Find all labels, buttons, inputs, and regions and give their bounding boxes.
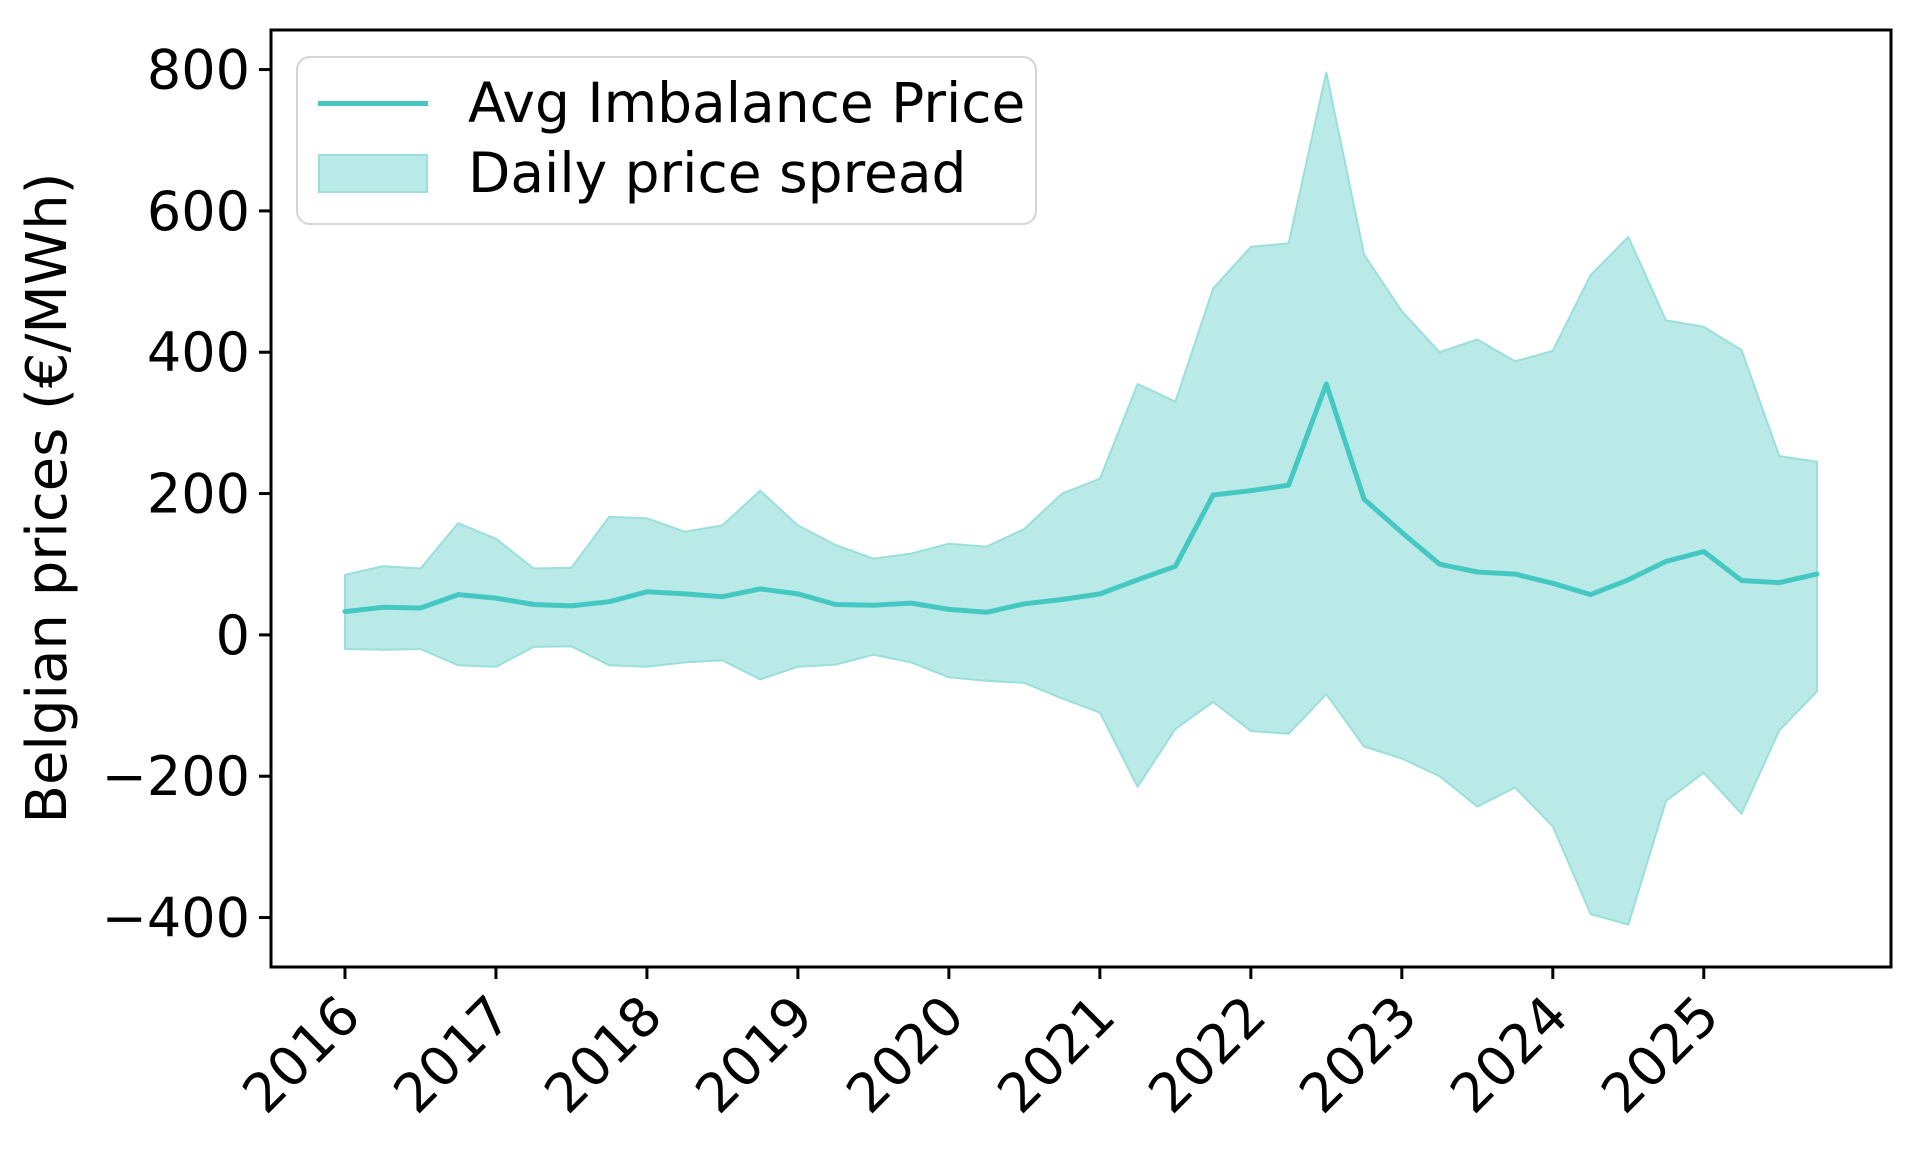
x-tick-label: 2021 [985,984,1127,1126]
y-tick-label: −400 [102,887,250,950]
x-tick-label: 2019 [683,984,825,1126]
x-tick-label: 2024 [1438,984,1580,1126]
legend-item-daily-price-spread: Daily price spread [318,139,1015,209]
x-tick-label: 2017 [381,984,523,1126]
legend: Avg Imbalance Price Daily price spread [296,56,1037,225]
legend-patch-swatch [318,154,428,194]
y-tick-label: 200 [147,463,250,526]
legend-label-daily-price-spread: Daily price spread [468,141,967,206]
avg-imbalance-price-line [342,381,1820,615]
y-tick-label: −200 [102,745,250,808]
legend-line-swatch [318,100,428,106]
legend-item-avg-imbalance-price: Avg Imbalance Price [318,68,1025,138]
daily-price-spread-band [344,71,1818,926]
x-tick-label: 2016 [230,984,372,1126]
y-tick-label: 0 [216,604,250,667]
y-tick-label: 800 [147,39,250,102]
y-tick-label: 600 [147,180,250,243]
x-tick-label: 2023 [1287,984,1429,1126]
x-tick-label: 2025 [1589,984,1731,1126]
legend-label-avg-imbalance-price: Avg Imbalance Price [468,70,1026,135]
x-tick-label: 2022 [1136,984,1278,1126]
y-axis-label: Belgian prices (€/MWh) [15,173,80,824]
y-tick-label: 400 [147,321,250,384]
x-tick-label: 2018 [532,984,674,1126]
x-tick-label: 2020 [834,984,976,1126]
plot-border [269,28,1893,969]
